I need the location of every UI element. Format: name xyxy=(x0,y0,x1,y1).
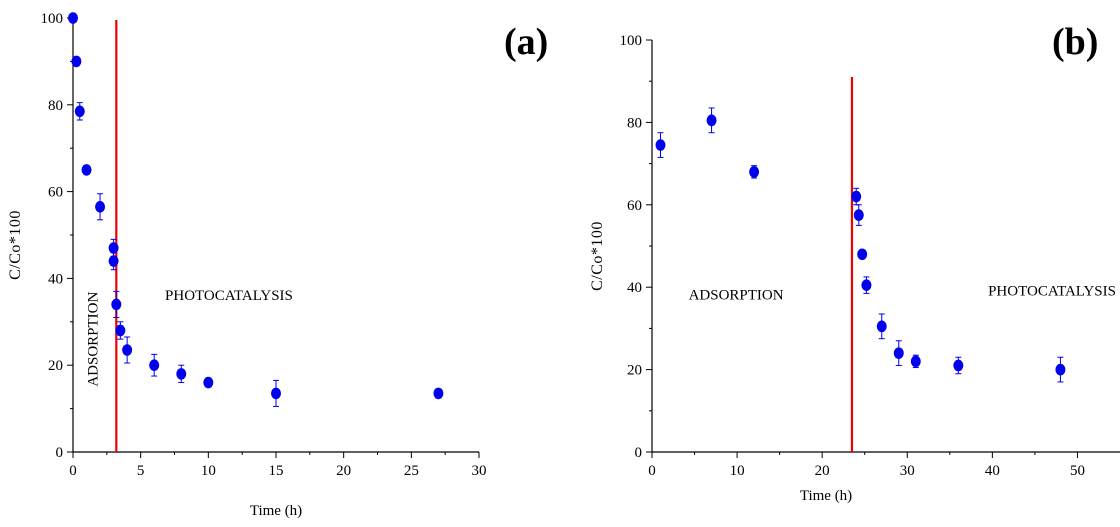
annotation-adsorption: ADSORPTION xyxy=(689,288,784,304)
data-point xyxy=(203,376,214,389)
y-tick-label: 0 xyxy=(635,445,643,461)
data-point xyxy=(655,139,666,151)
x-tick-label: 10 xyxy=(730,463,745,479)
x-tick-label: 15 xyxy=(269,463,284,479)
x-tick-label: 30 xyxy=(472,463,487,479)
annotation-photocatalysis: PHOTOCATALYSIS xyxy=(165,288,293,304)
x-tick-label: 20 xyxy=(815,463,830,479)
x-axis-title: Time (h) xyxy=(250,503,302,519)
annotation-photocatalysis: PHOTOCATALYSIS xyxy=(988,283,1116,299)
y-tick-label: 80 xyxy=(627,115,642,131)
chart-panel-b: 0 10 20 30 40 50 0 20 40 60 80 100 Time (h) C/Co*100 (… xyxy=(589,21,1120,504)
data-point xyxy=(893,347,904,359)
data-point xyxy=(271,387,281,400)
y-tick-label: 0 xyxy=(56,445,64,461)
x-tick-label: 50 xyxy=(1070,463,1085,479)
y-tick-label: 80 xyxy=(48,98,63,114)
data-point xyxy=(1055,363,1066,376)
data-point xyxy=(910,355,921,368)
data-point xyxy=(851,190,862,203)
data-point xyxy=(74,105,85,118)
y-tick-label: 40 xyxy=(627,280,642,296)
data-point xyxy=(749,166,760,178)
data-point xyxy=(433,387,444,400)
data-point xyxy=(706,114,717,127)
x-tick-label: 20 xyxy=(336,463,351,479)
data-point xyxy=(176,368,187,380)
panel-label: (a) xyxy=(504,21,548,63)
chart-panel-a: 0 5 10 15 20 25 30 0 20 40 60 80 100 Time (h) C/Co*100… xyxy=(7,11,548,519)
y-tick-label: 20 xyxy=(627,363,642,379)
data-point xyxy=(861,279,872,291)
data-point xyxy=(857,248,868,261)
x-tick-label: 10 xyxy=(201,463,216,479)
x-tick-label: 30 xyxy=(900,463,915,479)
panel-label: (b) xyxy=(1052,21,1098,63)
data-point xyxy=(108,255,119,267)
data-point xyxy=(115,324,126,337)
y-axis-title: C/Co*100 xyxy=(7,210,24,280)
y-tick-label: 40 xyxy=(48,271,63,287)
data-point xyxy=(111,298,122,311)
data-point xyxy=(953,359,964,372)
data-point xyxy=(68,12,78,24)
y-tick-label: 60 xyxy=(48,185,63,201)
data-point xyxy=(853,209,864,221)
data-point xyxy=(122,344,133,356)
y-axis-title: C/Co*100 xyxy=(589,221,606,291)
y-tick-label: 100 xyxy=(620,33,643,49)
x-axis-title: Time (h) xyxy=(800,488,852,504)
x-tick-label: 25 xyxy=(404,463,419,479)
data-point xyxy=(149,359,160,372)
data-point xyxy=(95,200,106,213)
data-point xyxy=(876,320,887,333)
y-tick-label: 60 xyxy=(627,198,642,214)
y-tick-label: 100 xyxy=(41,11,64,27)
x-tick-label: 0 xyxy=(648,463,656,479)
data-point xyxy=(81,164,92,176)
x-tick-label: 5 xyxy=(137,463,145,479)
x-tick-label: 0 xyxy=(69,463,77,479)
data-point xyxy=(71,55,82,68)
y-tick-label: 20 xyxy=(48,358,63,374)
annotation-adsorption: ADSORPTION xyxy=(85,291,101,386)
data-point xyxy=(108,242,119,254)
x-tick-label: 40 xyxy=(985,463,1000,479)
